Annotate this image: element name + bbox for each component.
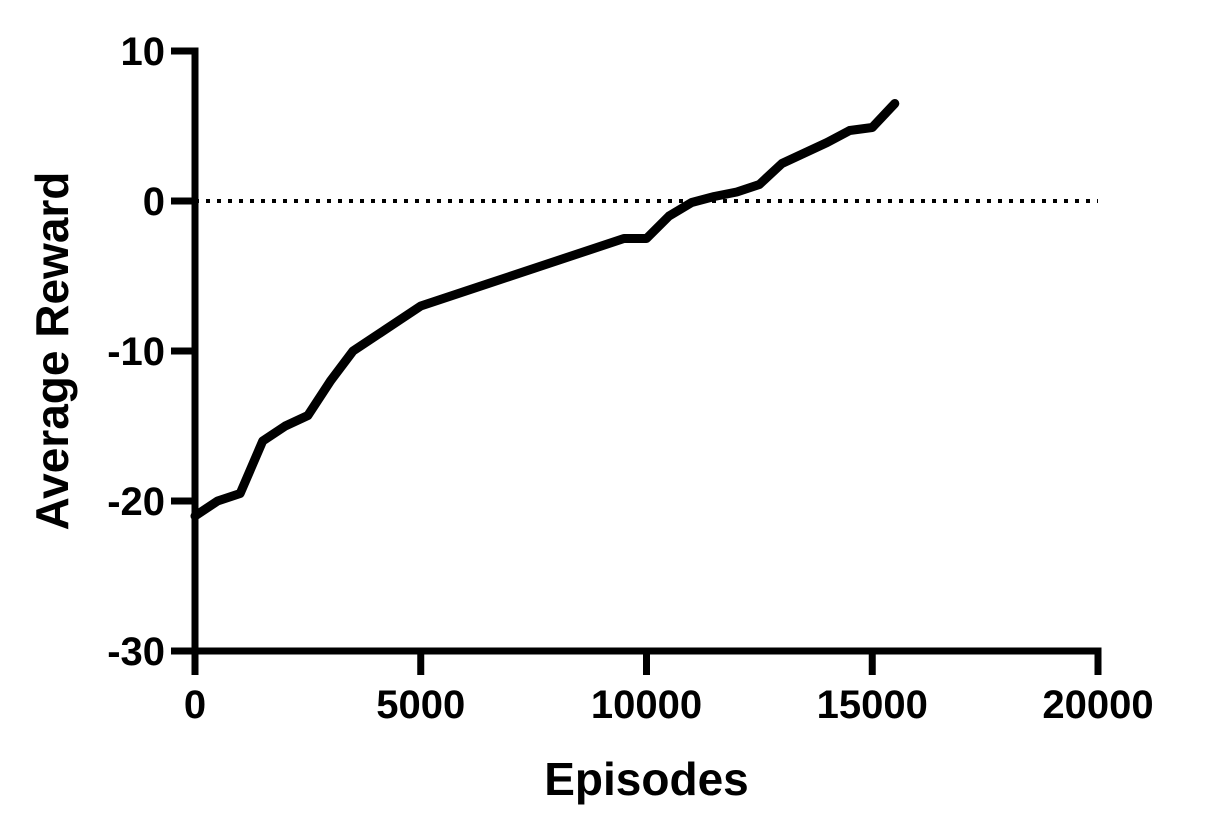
x-tick-label: 5000: [376, 683, 465, 727]
y-tick-label: -30: [107, 630, 165, 674]
y-tick-label: -20: [107, 480, 165, 524]
x-tick-label: 15000: [817, 683, 928, 727]
x-tick-label: 20000: [1042, 683, 1153, 727]
y-tick-label: 0: [143, 180, 165, 224]
x-axis-title: Episodes: [544, 753, 749, 805]
y-tick-label: 10: [121, 30, 166, 74]
x-tick-label: 10000: [591, 683, 702, 727]
ticks-layer: -30 -20 -10 0 10 0 5000 10000 15000 20000: [107, 30, 1153, 727]
series-layer: [190, 99, 900, 521]
x-tick-label: 0: [184, 683, 206, 727]
axes-layer: [191, 47, 1102, 655]
y-axis-title: Average Reward: [26, 172, 78, 531]
series-line: [190, 99, 900, 521]
y-tick-label: -10: [107, 330, 165, 374]
